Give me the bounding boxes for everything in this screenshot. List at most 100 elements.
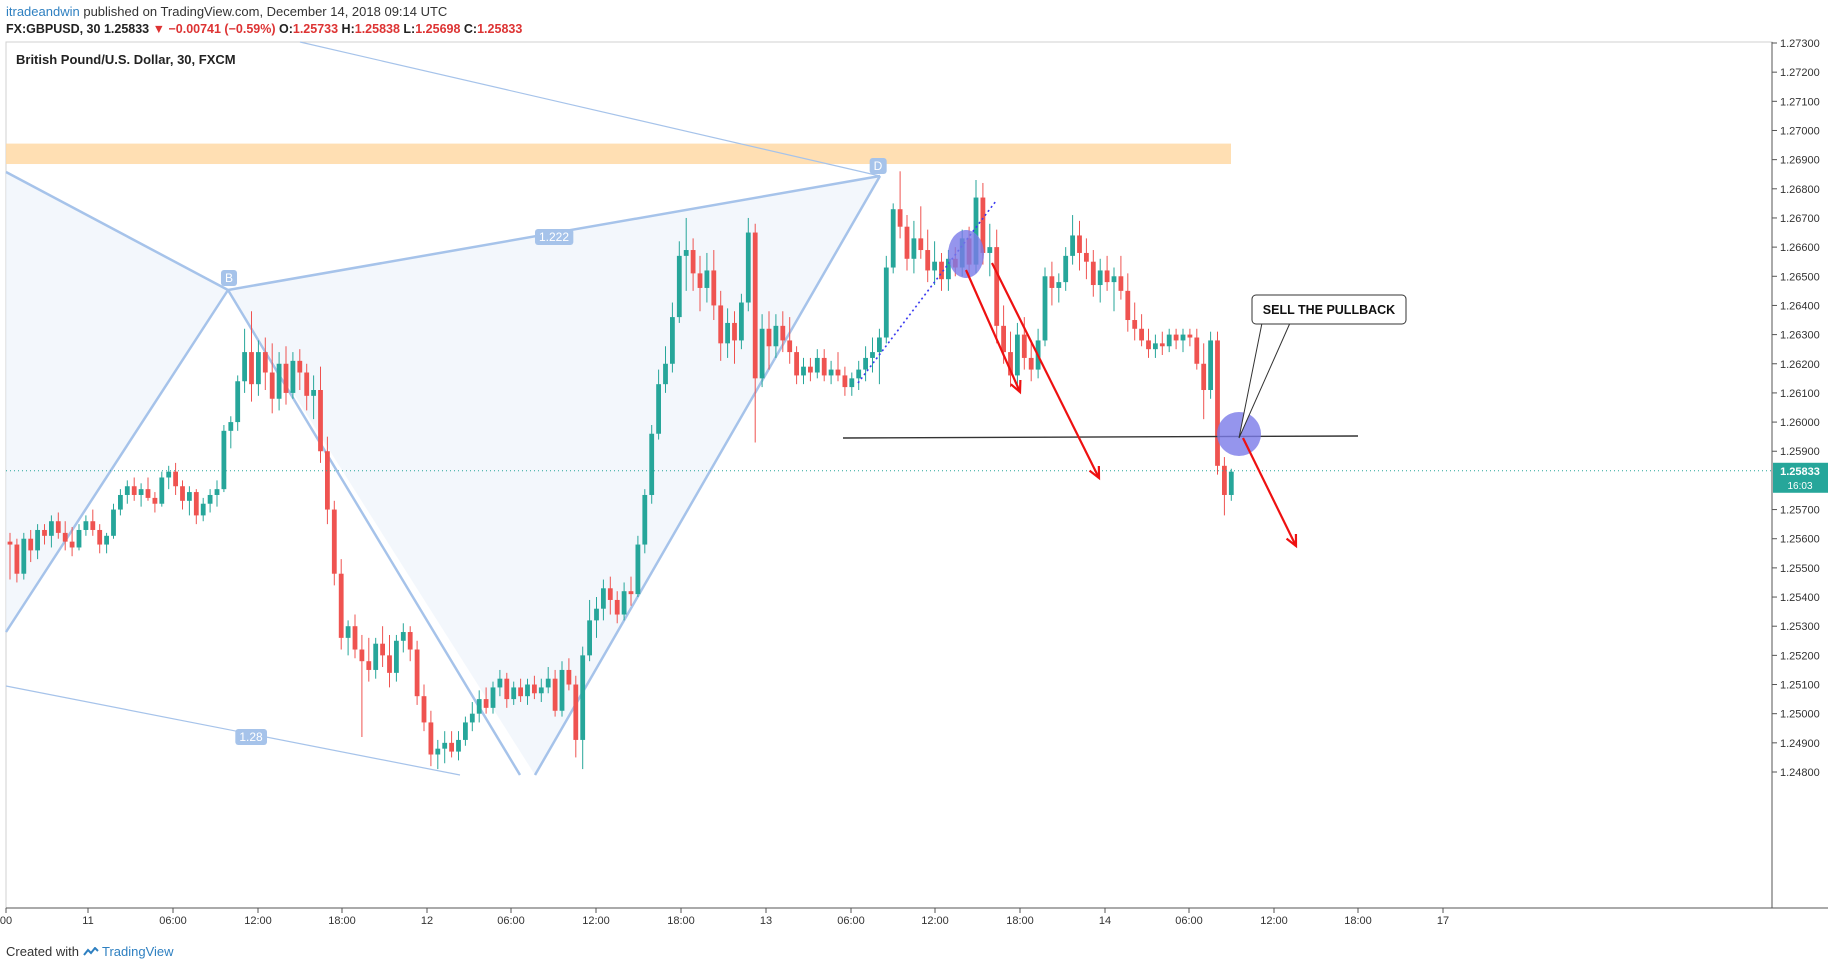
candle-body — [828, 369, 834, 376]
candle-body — [787, 340, 793, 353]
y-tick-label: 1.26700 — [1780, 213, 1820, 225]
candle-body — [152, 497, 158, 504]
candle-body — [504, 678, 510, 700]
candle-body — [773, 325, 779, 347]
y-tick-label: 1.25100 — [1780, 680, 1820, 692]
candle-body — [55, 521, 61, 533]
candle-body — [835, 369, 841, 376]
candle-body — [946, 258, 951, 280]
candle-body — [538, 687, 544, 694]
y-tick-label: 1.25600 — [1780, 534, 1820, 546]
y-tick-label: 1.27300 — [1780, 38, 1820, 50]
x-tick-label: 17 — [1437, 915, 1449, 927]
candle-body — [904, 226, 910, 259]
y-tick-label: 1.26500 — [1780, 271, 1820, 283]
candle-body — [118, 494, 123, 510]
candle-body — [725, 322, 730, 344]
candle-body — [587, 620, 592, 656]
candle-body — [932, 261, 937, 271]
y-tick-label: 1.25200 — [1780, 650, 1820, 662]
candle-body — [1194, 337, 1200, 364]
candle-body — [994, 247, 1000, 326]
candle-body — [256, 352, 261, 385]
candle-body — [497, 678, 503, 688]
x-tick-label: 06:00 — [497, 915, 525, 927]
candle-body — [366, 661, 372, 670]
candle-body — [62, 532, 68, 542]
candle-body — [359, 649, 365, 662]
candle-body — [35, 529, 40, 551]
candle-body — [1097, 270, 1103, 286]
candle-body — [573, 684, 579, 740]
pullback-circle — [1217, 412, 1261, 456]
candle-body — [1228, 471, 1234, 495]
candle-body — [380, 643, 385, 656]
candle-body — [732, 322, 737, 341]
candle-body — [980, 197, 986, 253]
candle-body — [1201, 363, 1207, 391]
y-tick-label: 1.25400 — [1780, 592, 1820, 604]
candle-body — [532, 684, 537, 694]
candle-body — [90, 521, 96, 530]
short-arrow-1 — [964, 269, 1022, 393]
candle-body — [1042, 276, 1048, 341]
candle-body — [518, 687, 523, 697]
symbol-label: FX:GBPUSD, 30 — [6, 22, 101, 36]
author-link[interactable]: itradeandwin — [6, 4, 80, 19]
pattern-ratio-line-xd — [299, 41, 881, 177]
candle-body — [897, 209, 903, 227]
candle-body — [207, 494, 213, 504]
candle-body — [766, 328, 772, 347]
plot-frame — [5, 41, 1773, 909]
short-arrow-1-head — [1010, 379, 1022, 395]
candle-body — [759, 328, 765, 379]
candle-body — [1139, 328, 1144, 341]
candle-body — [297, 360, 303, 373]
candle-body — [1104, 270, 1110, 283]
resistance-zone — [6, 143, 1231, 165]
candle-body — [269, 372, 275, 399]
x-tick-label: 12 — [421, 915, 433, 927]
y-tick-label: 1.26300 — [1780, 330, 1820, 342]
candle-body — [821, 357, 827, 376]
candle-body — [331, 509, 337, 574]
y-tick-label: 1.25000 — [1780, 709, 1820, 721]
y-tick-label: 1.24800 — [1780, 767, 1820, 779]
candle-body — [525, 684, 530, 697]
y-tick-label: 1.26600 — [1780, 242, 1820, 254]
tradingview-logo-icon — [82, 945, 99, 956]
candle-body — [318, 390, 323, 452]
candle-body — [7, 541, 13, 545]
candle-body — [394, 640, 399, 673]
y-tick-label: 1.27100 — [1780, 96, 1820, 108]
candle-body — [601, 588, 606, 609]
candle-body — [449, 742, 454, 752]
candle-body — [49, 521, 54, 536]
x-tick-label: 13 — [760, 915, 772, 927]
candle-body — [1008, 352, 1013, 376]
candle-body — [780, 325, 786, 341]
candle-body — [483, 699, 489, 708]
candle-body — [635, 544, 641, 595]
candle-body — [1028, 357, 1034, 370]
dotted-trend-line — [857, 200, 997, 384]
candle-body — [1132, 320, 1138, 329]
candle-body — [987, 247, 993, 253]
x-tick-label: 12:00 — [921, 915, 949, 927]
candle-body — [469, 713, 475, 723]
candle-body — [663, 363, 668, 385]
candle-body — [1118, 276, 1124, 291]
candle-body — [180, 486, 185, 501]
candle-body — [76, 529, 82, 548]
candle-body — [808, 366, 813, 373]
tradingview-link[interactable]: TradingView — [102, 944, 174, 959]
candle-body — [559, 669, 565, 711]
candle-body — [414, 649, 420, 697]
x-tick-label: 12:00 — [582, 915, 610, 927]
footer: Created with TradingView — [6, 944, 174, 959]
candle-body — [352, 626, 358, 650]
candle-body — [1084, 252, 1089, 262]
short-arrow-3-head — [1285, 533, 1298, 549]
x-tick-label: 18:00 — [667, 915, 695, 927]
